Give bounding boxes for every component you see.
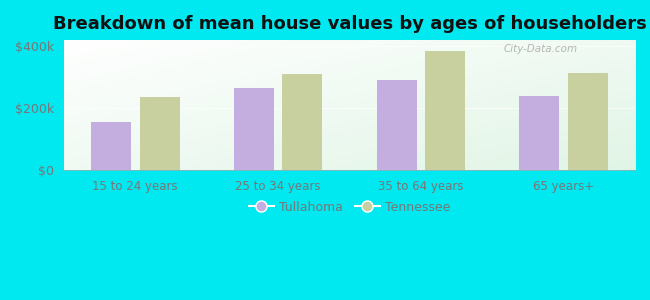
Bar <box>91 122 131 170</box>
Bar <box>234 88 274 170</box>
Bar <box>519 96 559 170</box>
Bar <box>282 74 322 170</box>
Bar <box>568 73 608 170</box>
Bar <box>376 80 417 170</box>
Legend: Tullahoma, Tennessee: Tullahoma, Tennessee <box>244 196 455 219</box>
Text: City-Data.com: City-Data.com <box>504 44 578 54</box>
Bar <box>425 51 465 170</box>
Title: Breakdown of mean house values by ages of householders: Breakdown of mean house values by ages o… <box>53 15 646 33</box>
Bar <box>140 98 179 170</box>
